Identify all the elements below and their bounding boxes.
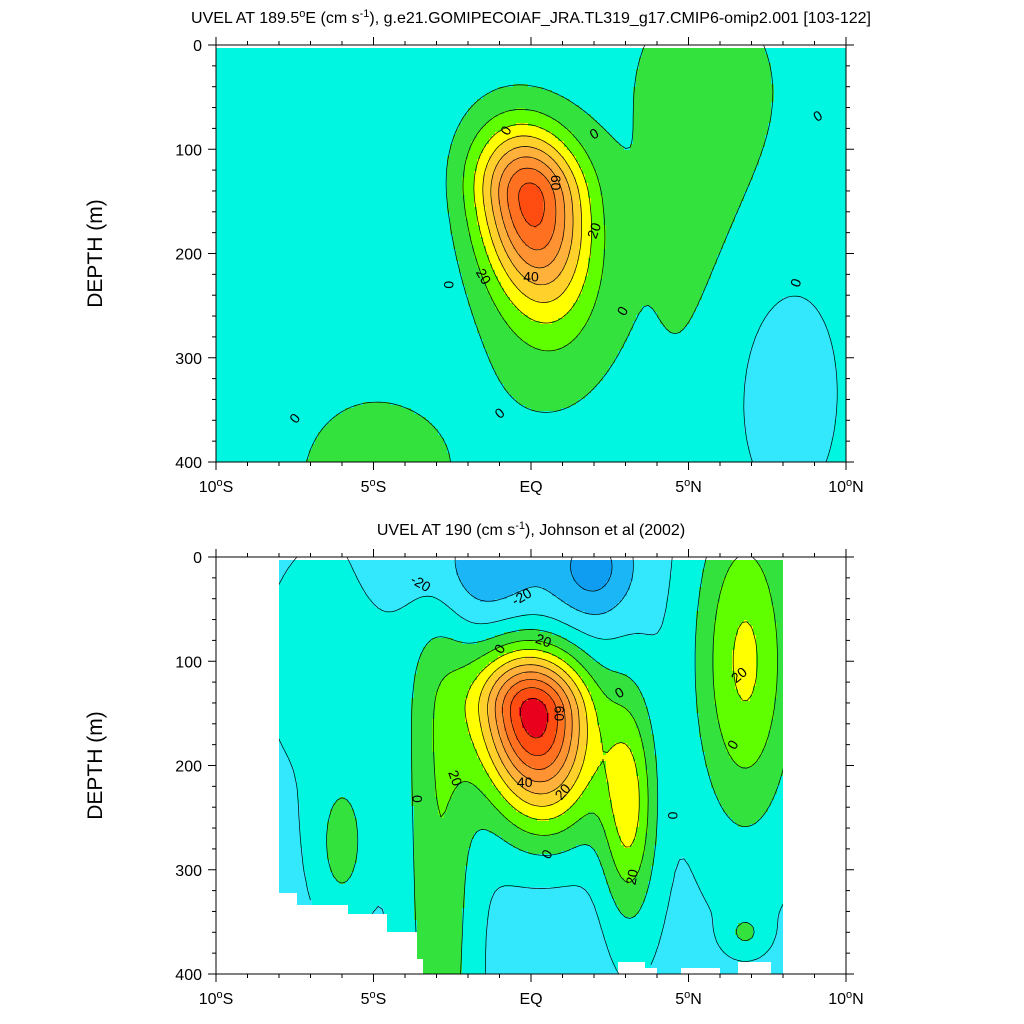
panel-title: UVEL AT 190 (cm s-1), Johnson et al (200… — [377, 520, 685, 539]
y-tick-label: 300 — [175, 351, 202, 368]
contour-label: 0 — [665, 812, 681, 820]
contour-label: 0 — [441, 281, 457, 289]
contour-lines — [306, 45, 838, 462]
contour-line--30 — [570, 557, 613, 592]
contour-line-70 — [509, 687, 558, 757]
contour-line-30 — [478, 656, 588, 807]
y-tick-label: 400 — [175, 455, 202, 472]
contour-line-20 — [473, 123, 592, 324]
x-tick-label: 5oS — [361, 989, 387, 1008]
y-tick-label: 400 — [175, 967, 202, 984]
contour-line-0 — [326, 557, 783, 974]
filled-contours — [216, 45, 846, 462]
x-axis: 10oS 5oS EQ 5oN 10oN — [199, 549, 864, 1008]
y-axis-label: DEPTH (m) — [84, 711, 107, 820]
contour-line--20 — [454, 557, 634, 615]
contour-line-10 — [462, 108, 606, 352]
panel-title: UVEL AT 189.5oE (cm s-1), g.e21.GOMIPECO… — [191, 8, 871, 27]
x-tick-label: 10oS — [199, 989, 234, 1008]
x-tick-label: 5oN — [675, 989, 702, 1008]
x-tick-label: 5oN — [675, 477, 702, 496]
y-tick-label: 200 — [175, 759, 202, 776]
contour-line-60 — [506, 167, 557, 251]
contour-label: 40 — [517, 774, 533, 790]
x-tick-label: EQ — [519, 479, 542, 496]
contour-line--10 — [279, 557, 783, 974]
contour-lines — [279, 557, 783, 974]
y-axis-label: DEPTH (m) — [84, 199, 107, 308]
contour-line-40 — [490, 146, 574, 286]
y-tick-label: 100 — [175, 654, 202, 671]
contour-line-20 — [464, 621, 758, 848]
contour-label: 20 — [584, 220, 604, 240]
contour-line-10 — [432, 557, 778, 883]
x-axis: 10oS 5oS EQ 5oN 10oN — [199, 37, 864, 496]
y-tick-label: 100 — [175, 142, 202, 159]
contour-label: 40 — [523, 268, 539, 284]
y-tick-label: 200 — [175, 247, 202, 264]
contour-line-30 — [482, 135, 583, 303]
x-tick-label: EQ — [519, 991, 542, 1008]
contour-line-60 — [502, 678, 566, 770]
contour-line-80 — [520, 698, 548, 739]
contour-line-50 — [498, 156, 566, 269]
contour-label: 20 — [445, 768, 465, 788]
contour-line-50 — [494, 671, 573, 783]
y-tick-label: 0 — [193, 550, 202, 567]
contour-label: 20 — [623, 868, 641, 886]
contour-label: 20 — [473, 266, 495, 288]
panel-obs: UVEL AT 190 (cm s-1), Johnson et al (200… — [84, 520, 864, 1008]
x-tick-label: 5oS — [361, 477, 387, 496]
contour-line-40 — [487, 664, 580, 795]
y-tick-label: 0 — [193, 38, 202, 55]
contour-label: 60 — [551, 706, 567, 722]
x-tick-label: 10oN — [828, 477, 863, 496]
contour-label: 0 — [410, 795, 426, 803]
contour-label: 60 — [548, 175, 564, 191]
contour-line-70 — [518, 182, 545, 227]
y-tick-label: 300 — [175, 863, 202, 880]
panel-model: UVEL AT 189.5oE (cm s-1), g.e21.GOMIPECO… — [84, 8, 871, 496]
filled-contours — [279, 557, 783, 974]
contour-label: 20 — [534, 630, 554, 650]
x-tick-label: 10oS — [199, 477, 234, 496]
x-tick-label: 10oN — [828, 989, 863, 1008]
contour-line-0 — [306, 45, 774, 462]
contour-line--10 — [743, 295, 838, 462]
